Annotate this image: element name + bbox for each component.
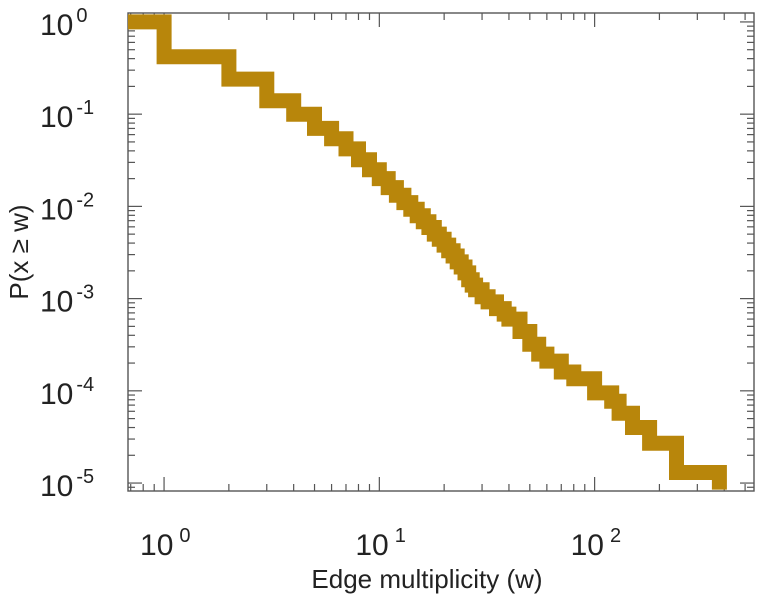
y-tick-label: 10 -5 (40, 466, 94, 503)
x-axis-title: Edge multiplicity (w) (311, 564, 542, 594)
x-tick-label: 10 2 (571, 525, 622, 562)
y-axis-title: P(x ≥ w) (4, 204, 34, 299)
plot-frame (127, 12, 755, 492)
y-tick-label: 10 -3 (40, 282, 94, 319)
y-tick-label: 10 -4 (40, 374, 94, 411)
x-tick-label: 10 1 (355, 525, 406, 562)
y-tick-label: 10 0 (40, 5, 88, 42)
y-tick-label: 10 -2 (40, 189, 94, 226)
x-tick-labels: 10 0 10 1 10 2 (140, 525, 621, 562)
series-layer (128, 14, 727, 490)
x-tick-label: 10 0 (140, 525, 191, 562)
major-ticks (128, 13, 754, 491)
ccdf-step-line (128, 14, 727, 490)
minor-ticks (128, 13, 754, 491)
y-tick-label: 10 -1 (40, 97, 94, 134)
